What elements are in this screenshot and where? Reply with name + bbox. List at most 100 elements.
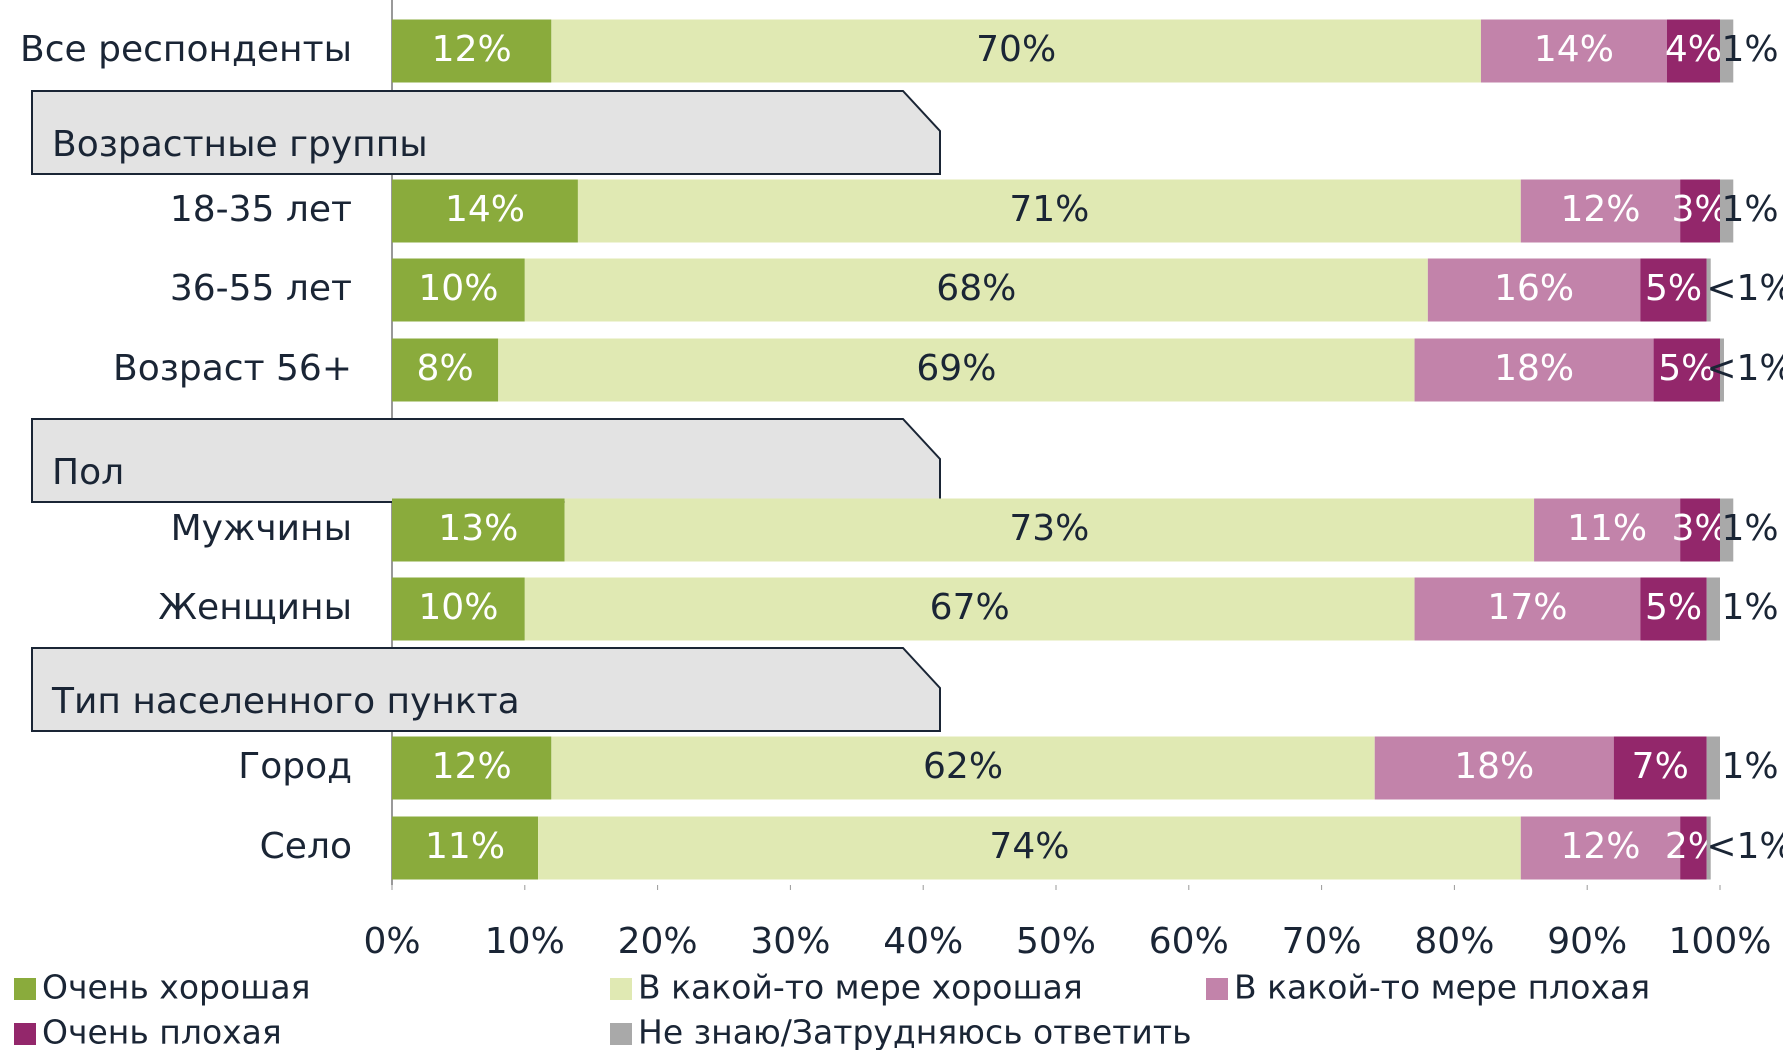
data-label: 70% [976,29,1056,70]
category-label: Все респонденты [20,29,352,70]
bar-segment [524,577,1415,641]
bar-segment [551,19,1481,83]
data-label: 14% [445,189,525,230]
bar-segment [1414,338,1654,402]
bar-segment [392,258,525,322]
bar-segment [564,498,1535,562]
data-label: 14% [1534,29,1614,70]
bar-segment [1640,577,1707,641]
x-tick-label: 0% [363,921,420,962]
category-label: 18-35 лет [170,189,352,230]
category-label: 36-55 лет [170,268,352,309]
bar-segment [1706,736,1720,800]
x-tick-label: 90% [1547,921,1627,962]
data-label: 68% [936,268,1016,309]
data-label: 5% [1658,348,1715,389]
x-tick-label: 50% [1016,921,1096,962]
bar-segment [1520,179,1681,243]
data-label: 73% [1009,508,1089,549]
data-label: 12% [1560,826,1640,867]
bar-segment [1706,258,1711,322]
bar-segment [577,179,1521,243]
data-label: 1% [1721,189,1778,230]
bar-segment [392,338,499,402]
bar-segment [1706,816,1711,880]
data-label: 12% [432,746,512,787]
bar-segment [1520,816,1681,880]
bar-segment [551,736,1375,800]
category-label: Возраст 56+ [113,348,352,389]
x-tick-label: 100% [1669,921,1772,962]
data-label: 5% [1645,268,1702,309]
bar-segment [524,258,1428,322]
legend-label: Не знаю/Затрудняюсь ответить [638,1013,1192,1051]
data-label: 71% [1009,189,1089,230]
x-tick-label: 30% [750,921,830,962]
data-label: 12% [1560,189,1640,230]
bar-segment [1680,498,1720,562]
x-tick-label: 20% [618,921,698,962]
bar-segment [392,577,525,641]
group-header: Тип населенного пункта [51,681,520,722]
legend-label: В какой-то мере плохая [1234,968,1650,1007]
data-label: 69% [916,348,996,389]
legend-swatch [14,978,36,1000]
group-header-box [31,647,941,732]
data-label: 16% [1494,268,1574,309]
data-label: 17% [1487,587,1567,628]
legend-swatch [610,978,632,1000]
data-label: 8% [417,348,474,389]
group-header-box [31,418,941,503]
bar-segment [392,19,552,83]
bar-segment [1680,816,1707,880]
bar-segment [1720,338,1724,402]
bar-segment [1706,577,1720,641]
bar-segment [1680,179,1720,243]
bar-segment [392,816,539,880]
data-label: 11% [1567,508,1647,549]
legend-swatch [1206,978,1228,1000]
bar-segment [538,816,1521,880]
bar-segment [1666,19,1720,83]
data-label: 18% [1494,348,1574,389]
category-label: Город [238,746,352,787]
bar-segment [1720,19,1734,83]
data-label: 4% [1665,29,1722,70]
bar-segment [392,736,552,800]
x-tick-label: 70% [1282,921,1362,962]
legend-swatch [14,1023,36,1045]
data-label: <1% [1706,348,1783,389]
data-label: 1% [1721,508,1778,549]
data-label: 2% [1665,826,1722,867]
bar-segment [1653,338,1720,402]
bar-segment [1374,736,1614,800]
data-label: <1% [1706,268,1783,309]
category-label: Мужчины [171,508,352,549]
legend-swatch [610,1023,632,1045]
data-label: 10% [418,268,498,309]
data-label: 3% [1672,189,1729,230]
bar-segment [1720,498,1734,562]
x-tick-label: 10% [485,921,565,962]
data-label: 74% [989,826,1069,867]
data-label: 18% [1454,746,1534,787]
bar-segment [1427,258,1641,322]
data-label: 1% [1721,746,1778,787]
group-header: Возрастные группы [52,124,428,165]
x-tick-label: 80% [1414,921,1494,962]
bar-segment [1534,498,1681,562]
data-label: 13% [438,508,518,549]
data-label: 62% [923,746,1003,787]
bar-segment [392,498,565,562]
bar-segment [1480,19,1667,83]
data-label: 5% [1645,587,1702,628]
x-tick-label: 60% [1149,921,1229,962]
group-header-box [31,90,941,175]
bar-segment [1414,577,1641,641]
x-tick-label: 40% [883,921,963,962]
bar-segment [498,338,1415,402]
legend-label: В какой-то мере хорошая [638,968,1083,1007]
data-label: 7% [1632,746,1689,787]
data-label: 12% [432,29,512,70]
